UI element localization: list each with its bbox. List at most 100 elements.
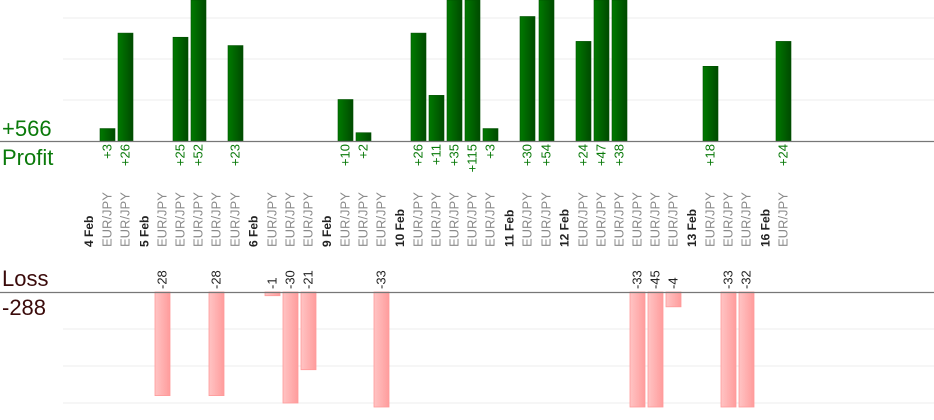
- profit-bar: [482, 128, 499, 142]
- loss-bar: [629, 291, 646, 408]
- profit-bar: [355, 132, 372, 142]
- profit-value-label: +3: [99, 144, 114, 159]
- pair-label: EUR/JPY: [190, 192, 205, 247]
- pair-label: EUR/JPY: [611, 192, 626, 247]
- pair-label: EUR/JPY: [154, 192, 169, 247]
- profit-value-label: +54: [538, 144, 553, 166]
- pair-label: EUR/JPY: [300, 192, 315, 247]
- profit-value-label: +2: [355, 144, 370, 159]
- profit-value-label: +26: [410, 144, 425, 166]
- pair-label: EUR/JPY: [720, 192, 735, 247]
- profit-value-label: +47: [593, 144, 608, 166]
- profit-value-label: +24: [775, 144, 790, 166]
- loss-bar: [300, 291, 317, 371]
- loss-value-label: -30: [282, 270, 297, 289]
- profit-value-label: +18: [702, 144, 717, 166]
- pair-label: EUR/JPY: [264, 192, 279, 247]
- profit-value-label: +52: [190, 144, 205, 166]
- loss-value-label: -45: [647, 270, 662, 289]
- pair-label: EUR/JPY: [428, 192, 443, 247]
- pair-label: EUR/JPY: [775, 192, 790, 247]
- loss-value-label: -32: [738, 270, 753, 289]
- loss-value-label: -28: [154, 270, 169, 289]
- loss-bar: [282, 291, 299, 404]
- loss-value-label: -21: [300, 270, 315, 289]
- profit-bar: [410, 32, 427, 142]
- date-label: 5 Feb: [137, 216, 151, 247]
- pair-label: EUR/JPY: [208, 192, 223, 247]
- profit-bar: [611, 0, 628, 142]
- pair-label: EUR/JPY: [482, 192, 497, 247]
- date-label: 9 Feb: [320, 216, 334, 247]
- pair-label: EUR/JPY: [355, 192, 370, 247]
- profit-value-label: +35: [446, 144, 461, 166]
- pair-label: EUR/JPY: [593, 192, 608, 247]
- profit-value-label: +24: [575, 144, 590, 166]
- loss-bar: [208, 291, 225, 396]
- profit-value-label: +11: [428, 144, 443, 165]
- pair-label: EUR/JPY: [172, 192, 187, 247]
- profit-bar: [519, 16, 536, 142]
- profit-total: +566: [2, 116, 52, 141]
- loss-value-label: -28: [208, 270, 223, 289]
- profit-bar: [99, 128, 116, 142]
- loss-bar: [647, 291, 664, 408]
- pair-label: EUR/JPY: [519, 192, 534, 247]
- loss-bar: [720, 291, 737, 408]
- pair-label: EUR/JPY: [446, 192, 461, 247]
- loss-bar: [373, 291, 390, 408]
- profit-bar: [575, 41, 592, 142]
- loss-bar: [665, 291, 682, 308]
- profit-bar: [464, 0, 481, 142]
- pair-label: EUR/JPY: [629, 192, 644, 247]
- date-label: 11 Feb: [502, 210, 516, 247]
- profit-bar: [702, 66, 719, 142]
- loss-value-label: -1: [264, 277, 279, 289]
- loss-value-label: -33: [629, 270, 644, 289]
- profit-value-label: +25: [172, 144, 187, 166]
- date-label: 16 Feb: [758, 209, 772, 247]
- date-label: 13 Feb: [685, 209, 699, 247]
- date-label: 4 Feb: [82, 216, 96, 247]
- profit-value-label: +3: [482, 144, 497, 159]
- pair-label: EUR/JPY: [575, 192, 590, 247]
- profit-bar: [446, 0, 463, 142]
- profit-bar: [337, 99, 354, 142]
- profit-value-label: +26: [117, 144, 132, 166]
- profit-value-label: +30: [519, 144, 534, 166]
- loss-total: -288: [2, 295, 46, 320]
- pair-label: EUR/JPY: [337, 192, 352, 247]
- pair-label: EUR/JPY: [538, 192, 553, 247]
- profit-value-label: +38: [611, 144, 626, 166]
- profit-value-label: +115: [464, 144, 479, 172]
- profit-bar: [593, 0, 610, 142]
- loss-value-label: -4: [665, 277, 680, 289]
- pair-label: EUR/JPY: [702, 192, 717, 247]
- profit-bar: [538, 0, 555, 142]
- date-label: 6 Feb: [247, 216, 261, 247]
- loss-bar: [738, 291, 755, 408]
- profit-bar: [428, 95, 445, 142]
- pair-label: EUR/JPY: [464, 192, 479, 247]
- profit-bar: [775, 41, 792, 142]
- gridlines: [63, 17, 934, 404]
- loss-label: Loss: [2, 266, 48, 291]
- pair-label: EUR/JPY: [738, 192, 753, 247]
- pair-label: EUR/JPY: [282, 192, 297, 247]
- pair-label: EUR/JPY: [373, 192, 388, 247]
- pair-label: EUR/JPY: [227, 192, 242, 247]
- profit-bar: [117, 32, 134, 142]
- date-label: 10 Feb: [393, 209, 407, 247]
- pair-label: EUR/JPY: [117, 192, 132, 247]
- pair-label: EUR/JPY: [665, 192, 680, 247]
- pair-label: EUR/JPY: [647, 192, 662, 247]
- profit-bar: [190, 0, 207, 142]
- date-label: 12 Feb: [558, 209, 572, 247]
- profit-value-label: +10: [337, 144, 352, 166]
- profit-label: Profit: [2, 145, 53, 170]
- profit-bar: [227, 45, 244, 142]
- loss-value-label: -33: [720, 270, 735, 289]
- pair-label: EUR/JPY: [99, 192, 114, 247]
- loss-value-label: -33: [373, 270, 388, 289]
